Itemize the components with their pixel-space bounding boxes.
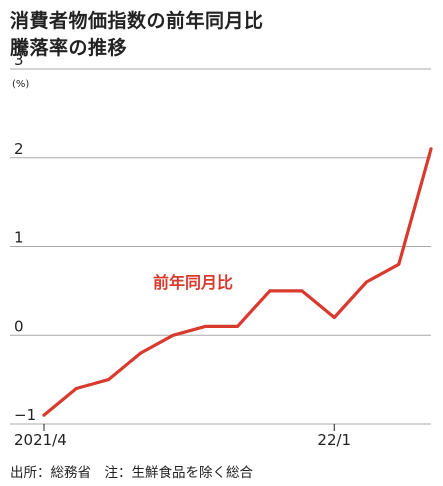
data-point-12 — [429, 147, 433, 151]
y-tick-label-1: 2 — [14, 140, 24, 158]
data-point-5 — [203, 324, 207, 328]
x-tick-label-1: 22/1 — [317, 431, 351, 449]
data-point-9 — [332, 316, 336, 319]
data-point-3 — [139, 351, 143, 355]
data-point-8 — [300, 289, 304, 293]
data-point-2 — [107, 378, 110, 382]
data-point-7 — [268, 289, 272, 293]
chart-title-line-2: 騰落率の推移 — [10, 37, 128, 59]
y-tick-label-3: 0 — [14, 317, 24, 335]
data-point-1 — [74, 387, 78, 390]
series-layer: 前年同月比 — [42, 147, 433, 417]
y-tick-label-4: −1 — [14, 406, 36, 424]
x-tick-label-0: 2021/4 — [14, 431, 67, 449]
source-note: 出所：総務省 注：生鮮食品を除く総合 — [10, 465, 253, 481]
y-axis-unit-label: (%) — [12, 79, 29, 90]
chart-title-line-1: 消費者物価指数の前年同月比 — [10, 10, 264, 32]
data-point-0 — [42, 413, 46, 417]
y-tick-label-0: 3 — [14, 51, 24, 69]
data-point-11 — [397, 262, 401, 266]
x-axis-ticks: 2021/4 22/1 — [14, 424, 351, 449]
data-point-6 — [236, 324, 239, 328]
series-line — [42, 147, 433, 417]
series-label: 前年同月比 — [153, 273, 233, 292]
y-axis-ticks: 3 2 1 0 −1 — [14, 51, 36, 424]
gridlines — [10, 68, 431, 425]
y-tick-label-2: 1 — [14, 229, 24, 247]
data-point-10 — [365, 280, 368, 284]
line-chart: 3 2 1 0 −1 (%) 2021/4 22/1 前年同月比 — [10, 51, 433, 449]
data-point-4 — [171, 333, 175, 337]
